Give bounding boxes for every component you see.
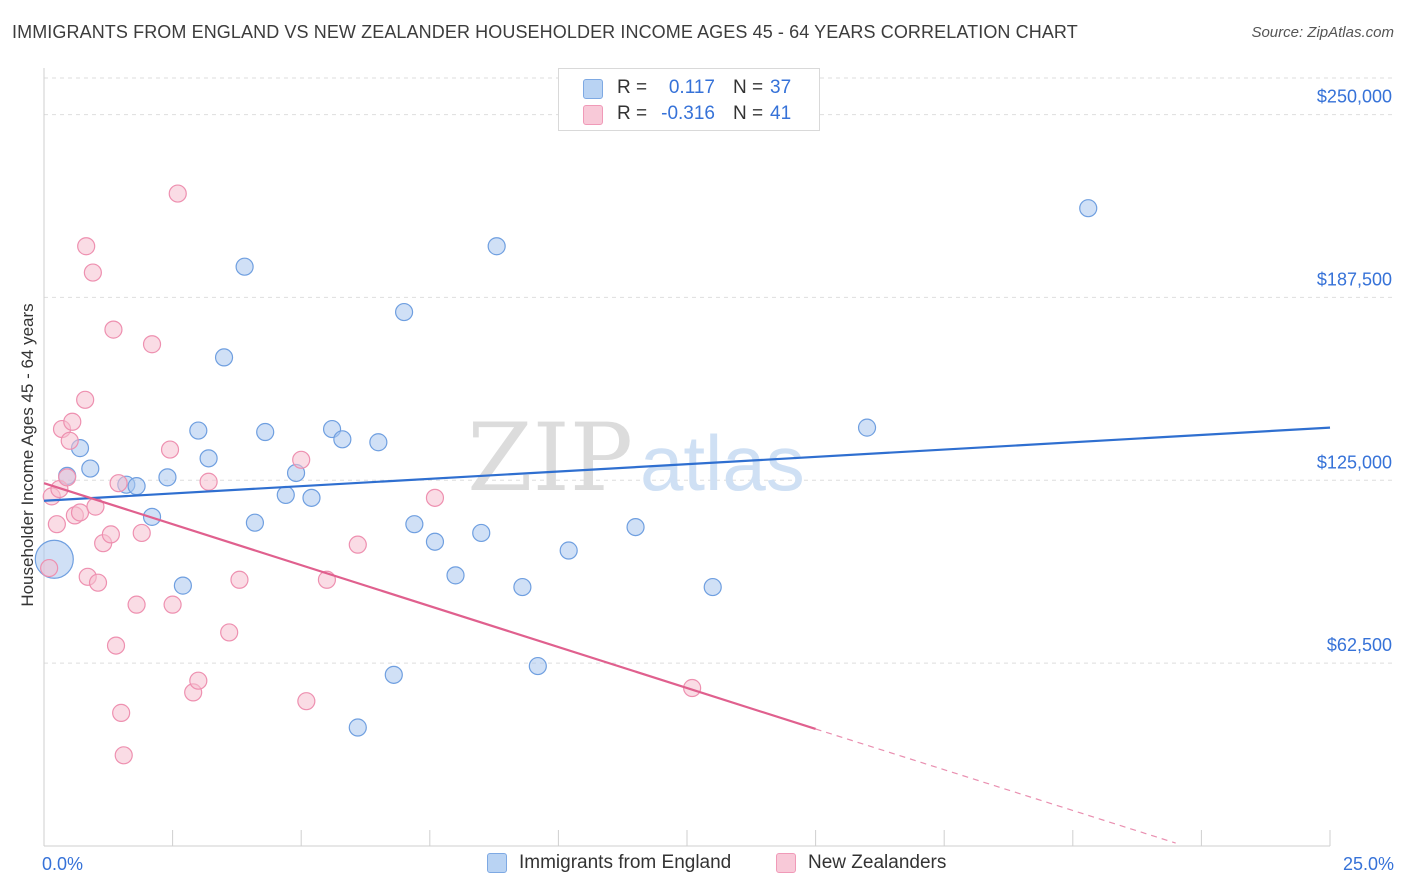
nz-trend-extension	[815, 728, 1176, 844]
england-point	[348, 718, 367, 737]
england-point	[857, 418, 877, 437]
england-point	[235, 257, 254, 276]
x-tick-label: 0.0%	[42, 854, 83, 874]
england-point	[472, 523, 491, 543]
england-point	[528, 656, 547, 676]
england-point	[446, 566, 465, 585]
england-point	[173, 576, 192, 595]
nz-point	[47, 515, 66, 534]
england-point	[214, 348, 234, 367]
nz-point	[40, 558, 59, 578]
england-swatch-icon	[583, 79, 603, 99]
england-point	[276, 485, 295, 505]
y-tick-label: $187,500	[1317, 269, 1392, 289]
england-point	[425, 532, 445, 551]
england-point	[302, 488, 321, 507]
tick-labels: $62,500 $125,000 $187,500 $250,000 0.0% 25.0%	[42, 87, 1394, 874]
england-point	[199, 449, 218, 468]
nz-point	[297, 692, 316, 711]
nz-point	[76, 390, 95, 409]
nz-legend-label: New Zealanders	[808, 852, 947, 873]
nz-point	[160, 440, 180, 459]
england-point	[394, 302, 414, 322]
n-label: N =	[733, 77, 764, 98]
watermark-zip: ZIP	[467, 404, 633, 513]
england-point	[626, 517, 645, 537]
nz-point	[132, 523, 151, 543]
y-tick-label: $125,000	[1317, 452, 1392, 472]
n-label: N =	[733, 103, 764, 124]
england-point	[127, 477, 146, 496]
nz-legend-icon	[776, 853, 796, 873]
england-point	[333, 430, 352, 449]
correlation-legend: R = 0.117 N = 37 R = -0.316 N = 41	[558, 68, 820, 131]
nz-point	[106, 636, 126, 655]
nz-point	[292, 450, 311, 469]
trend-lines	[43, 426, 1331, 844]
england-point	[245, 513, 265, 532]
nz-point	[199, 472, 218, 491]
y-tick-label: $62,500	[1327, 635, 1392, 655]
nz-point	[189, 671, 208, 690]
nz-r-value: -0.316	[661, 103, 715, 124]
england-point	[405, 515, 424, 534]
nz-point	[58, 468, 77, 487]
nz-point	[127, 595, 146, 614]
england-point	[189, 421, 208, 440]
england-point	[256, 422, 275, 442]
england-n-value: 37	[770, 77, 792, 98]
nz-point	[348, 535, 367, 554]
england-point	[513, 577, 532, 597]
axes	[43, 68, 1331, 847]
nz-point	[88, 573, 108, 592]
nz-point	[77, 237, 96, 256]
nz-point	[70, 503, 90, 522]
nz-point	[230, 570, 249, 589]
nz-swatch-icon	[583, 105, 603, 125]
nz-point	[63, 412, 82, 431]
nz-point	[163, 595, 182, 614]
nz-n-value: 41	[770, 103, 792, 124]
r-label: R =	[617, 103, 648, 124]
england-point	[369, 433, 388, 452]
nz-point	[101, 525, 120, 544]
nz-point	[425, 488, 445, 507]
y-tick-label: $250,000	[1317, 87, 1392, 107]
england-r-value: 0.117	[668, 77, 715, 98]
nz-point	[83, 263, 102, 282]
nz-point	[109, 474, 128, 493]
england-trend-line	[43, 426, 1331, 502]
england-point	[1079, 199, 1098, 218]
england-point	[703, 577, 722, 597]
chart-title: IMMIGRANTS FROM ENGLAND VS NEW ZEALANDER…	[12, 22, 1078, 42]
watermark: ZIP atlas	[467, 404, 804, 513]
y-axis-label: Householder Income Ages 45 - 64 years	[18, 303, 37, 607]
x-tick-label: 25.0%	[1343, 854, 1394, 874]
nz-point	[60, 431, 79, 450]
source-credit: Source: ZipAtlas.com	[1251, 24, 1394, 41]
nz-point	[112, 703, 131, 722]
england-legend-icon	[487, 853, 507, 873]
england-point	[158, 468, 177, 487]
nz-point	[220, 623, 239, 642]
nz-trend-line	[43, 482, 816, 731]
england-point	[559, 541, 578, 560]
nz-point	[168, 184, 187, 203]
england-point	[384, 665, 403, 684]
nz-point	[142, 335, 162, 354]
data-points	[34, 184, 1098, 765]
england-point	[487, 237, 506, 256]
nz-point	[104, 320, 123, 339]
nz-point	[114, 746, 133, 765]
england-point	[81, 459, 100, 478]
r-label: R =	[617, 77, 648, 98]
england-legend-label: Immigrants from England	[519, 852, 732, 873]
